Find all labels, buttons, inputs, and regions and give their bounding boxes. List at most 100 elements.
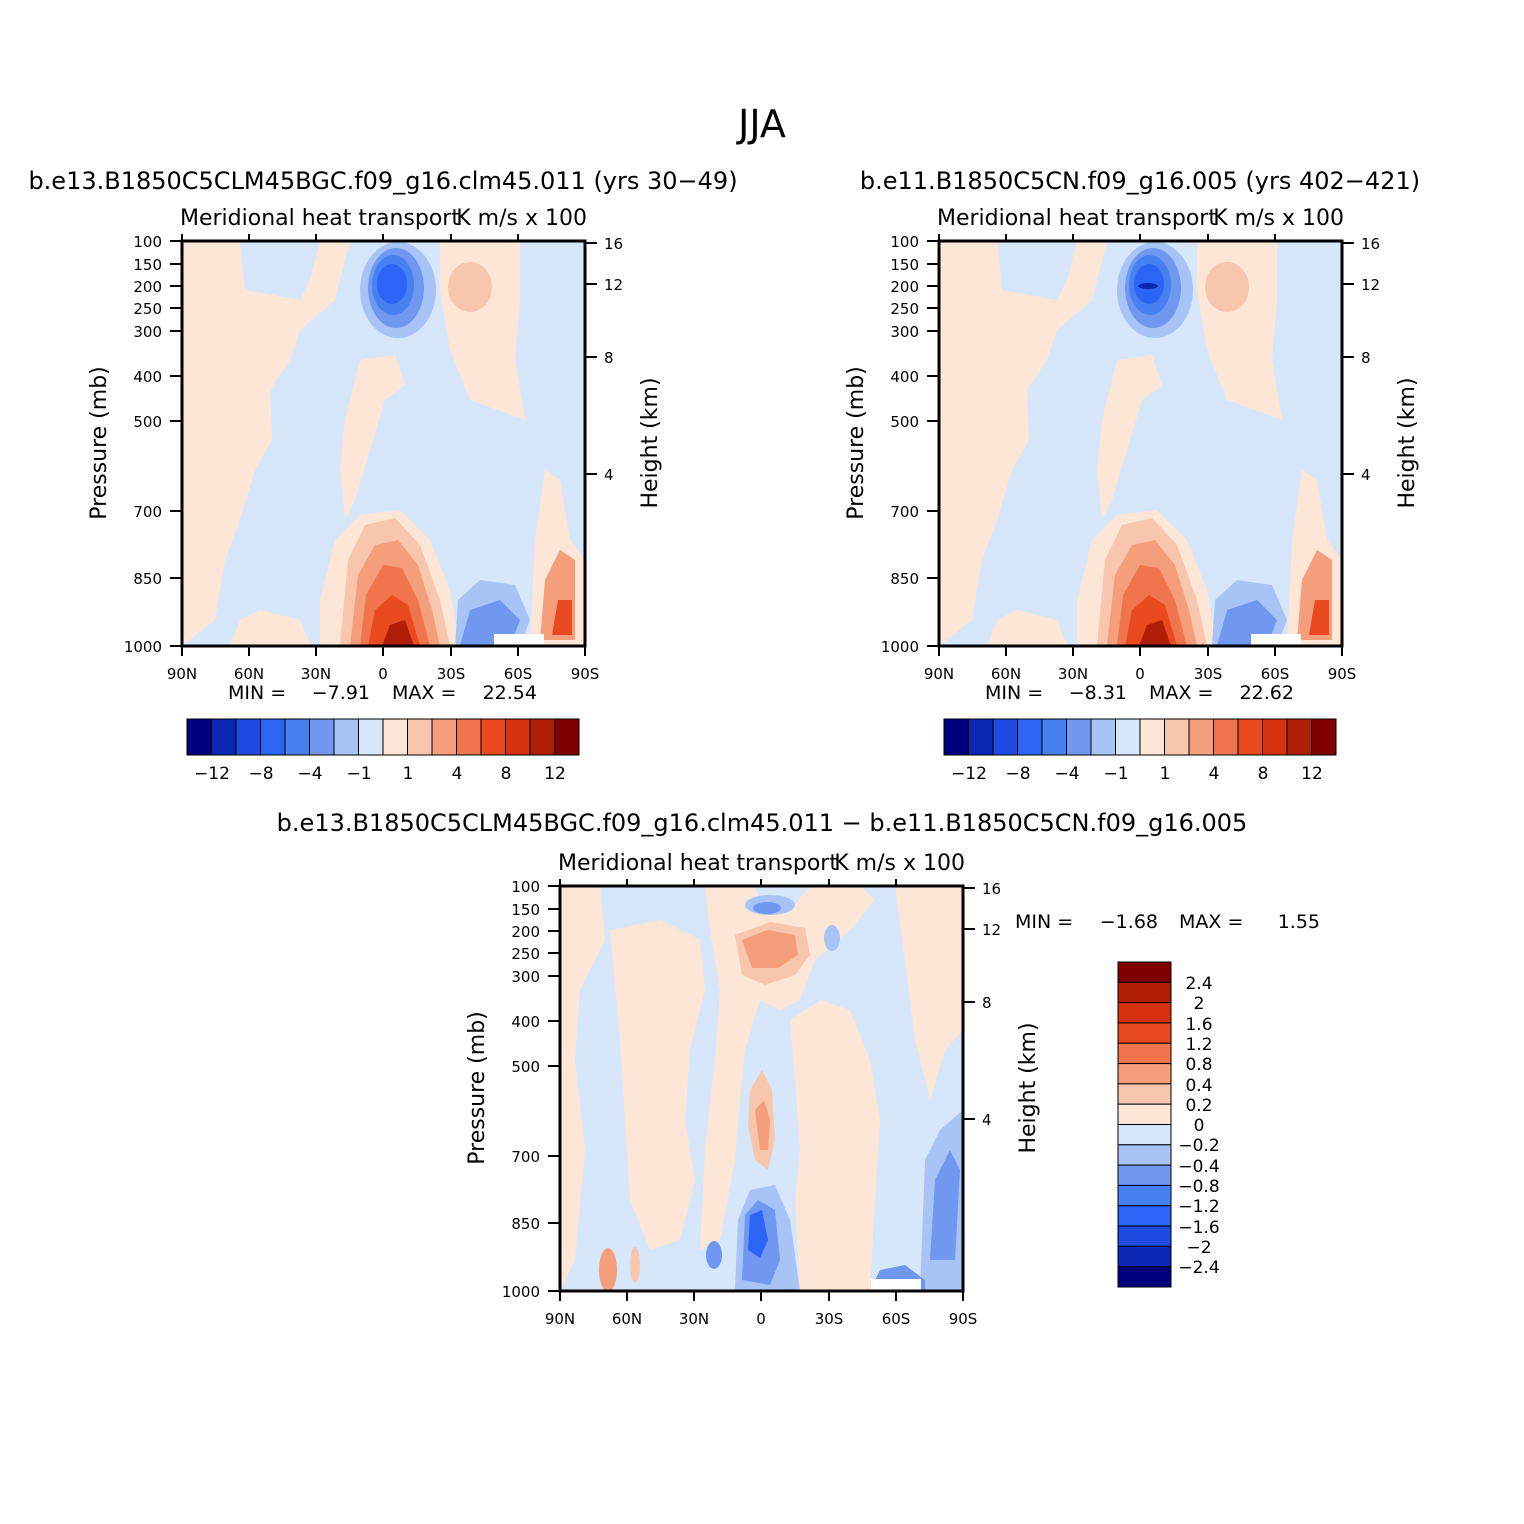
panel-1-x-tick-marks	[181, 234, 586, 656]
x-tick-label: 30N	[301, 665, 331, 683]
panel-3-contour-polar-neg-2	[930, 1150, 960, 1260]
panel-1-positive-region-mid	[340, 355, 405, 520]
x-tick-label: 30S	[437, 665, 466, 683]
colorbar-label: 0.4	[1185, 1076, 1212, 1096]
panel-1-max-value: 22.54	[483, 682, 537, 704]
colorbar-swatch	[1117, 1266, 1172, 1288]
panel-1-y-tick-marks	[170, 240, 597, 647]
y-tick-label: 1000	[502, 1283, 540, 1301]
x-tick-label: 0	[1135, 665, 1145, 683]
colorbar-label: −0.2	[1178, 1136, 1219, 1156]
y-tick-label: 150	[511, 901, 540, 919]
x-tick-label: 0	[756, 1310, 766, 1328]
panel-2-subtitle-left: Meridional heat transport	[937, 206, 1217, 231]
y-tick-right-label: 12	[604, 276, 623, 294]
colorbar-label: 8	[1258, 764, 1269, 784]
colorbar-swatch	[431, 718, 457, 756]
panel-1-y-ticks: 100 150 200 250 300 400 500 700 850 1000	[124, 233, 162, 656]
colorbar-label: 1.6	[1185, 1015, 1212, 1035]
y-tick-label: 300	[890, 323, 919, 341]
panel-3-contour-upper-2	[742, 930, 798, 968]
x-tick-label: 60N	[991, 665, 1021, 683]
colorbar-swatch	[992, 718, 1018, 756]
colorbar-swatch	[1213, 718, 1239, 756]
colorbar-swatch	[1311, 718, 1337, 756]
colorbar-label: 12	[1301, 764, 1323, 784]
panel-2-colorbar	[943, 718, 1337, 756]
panel-3-contour-upper-neg-3	[824, 925, 840, 951]
y-tick-right-label: 8	[604, 349, 614, 367]
colorbar-swatch	[211, 718, 237, 756]
y-tick-right-label: 8	[982, 994, 992, 1012]
colorbar-swatch	[382, 718, 408, 756]
colorbar-swatch	[1117, 1083, 1172, 1105]
x-tick-label: 30N	[679, 1310, 709, 1328]
panel-3-y-tick-marks	[548, 885, 975, 1292]
colorbar-swatch	[1117, 1042, 1172, 1065]
panel-1-positive-region-nh	[182, 241, 350, 646]
y-tick-label: 500	[133, 413, 162, 431]
colorbar-swatch	[1117, 1245, 1172, 1268]
y-tick-right-label: 16	[982, 880, 1001, 898]
panel-2-colorbar-labels: −12 −8 −4 −1 1 4 8 12	[951, 764, 1323, 784]
colorbar-swatch	[456, 718, 482, 756]
panel-1-x-ticks: 90N 60N 30N 0 30S 60S 90S	[167, 665, 599, 683]
colorbar-swatch	[358, 718, 384, 756]
y-tick-label: 200	[511, 923, 540, 941]
panel-2-contour-polar-2	[1309, 600, 1329, 635]
colorbar-swatch	[407, 718, 433, 756]
colorbar-label: −2.4	[1178, 1258, 1219, 1278]
panel-3-x-tick-marks	[559, 879, 964, 1301]
colorbar-label: 12	[544, 764, 566, 784]
x-tick-label: 90N	[167, 665, 197, 683]
panel-2-missing-data	[1251, 634, 1301, 646]
panel-1-colorbar-labels: −12 −8 −4 −1 1 4 8 12	[194, 764, 566, 784]
y-tick-label: 400	[890, 368, 919, 386]
panel-1-contour-ne-4	[377, 264, 407, 304]
colorbar-label: 0.8	[1185, 1055, 1212, 1075]
x-tick-label: 0	[378, 665, 388, 683]
y-tick-right-label: 8	[1361, 349, 1371, 367]
panel-3-contour-low-neg-4	[706, 1241, 722, 1269]
panel-3-subtitle-left: Meridional heat transport	[558, 851, 838, 876]
panel-3-contour-mid-2	[755, 1100, 770, 1150]
x-tick-label: 60S	[1261, 665, 1290, 683]
x-tick-label: 60N	[234, 665, 264, 683]
colorbar-swatch	[1188, 718, 1214, 756]
panel-2-positive-region-lowlevel	[987, 610, 1067, 646]
y-tick-label: 1000	[124, 638, 162, 656]
panel-2-ylabel-right: Height (km)	[1395, 377, 1420, 508]
x-tick-label: 60S	[504, 665, 533, 683]
panel-2-max-label: MAX =	[1149, 682, 1213, 704]
x-tick-label: 90S	[949, 1310, 978, 1328]
panel-3-contour-low-pos-2	[630, 1247, 640, 1283]
colorbar-label: −8	[248, 764, 273, 784]
colorbar-swatch	[1139, 718, 1165, 756]
panel-1-contour-field	[182, 241, 585, 646]
y-tick-label: 100	[890, 233, 919, 251]
panel-3-ylabel: Pressure (mb)	[465, 1011, 490, 1165]
colorbar-label: −0.8	[1178, 1177, 1219, 1197]
panel-2-max-value: 22.62	[1240, 682, 1294, 704]
colorbar-label: −4	[297, 764, 322, 784]
y-tick-label: 150	[890, 256, 919, 274]
colorbar-label: −12	[951, 764, 987, 784]
panel-1-contour-sh-upper	[448, 262, 492, 312]
colorbar-swatch	[235, 718, 261, 756]
panel-2-contour-sh-upper	[1205, 262, 1249, 312]
panel-3-positive-region-midlat	[610, 920, 705, 1250]
colorbar-label: 0.2	[1185, 1096, 1212, 1116]
colorbar-swatch	[1117, 1124, 1172, 1146]
y-tick-label: 700	[890, 503, 919, 521]
y-tick-right-label: 16	[604, 235, 623, 253]
colorbar-label: −12	[194, 764, 230, 784]
y-tick-right-label: 4	[604, 466, 614, 484]
panel-2-min-value: −8.31	[1069, 682, 1127, 704]
y-tick-label: 700	[511, 1148, 540, 1166]
colorbar-swatch	[309, 718, 335, 756]
panel-2-positive-region-mid	[1097, 355, 1162, 520]
panel-1-min-label: MIN =	[228, 682, 286, 704]
colorbar-swatch	[1117, 1205, 1172, 1227]
y-tick-label: 250	[133, 300, 162, 318]
